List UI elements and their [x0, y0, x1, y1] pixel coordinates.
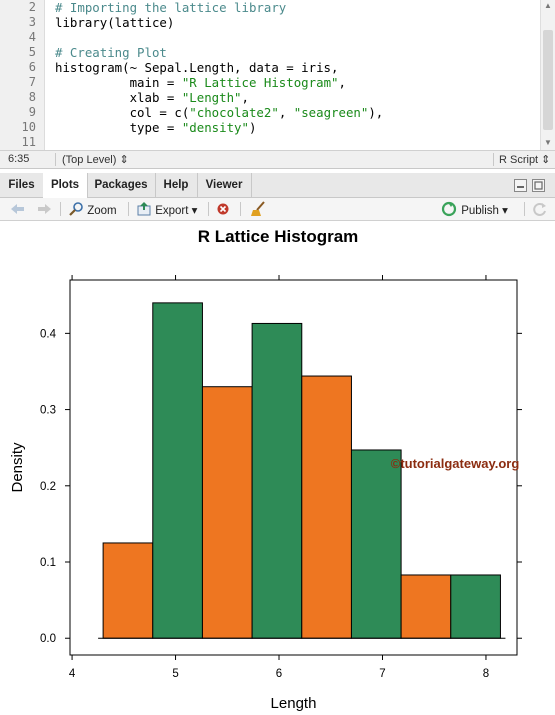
line-number-gutter: 2 3 4 5 6 7 8 9 10 11 [0, 0, 45, 150]
code-string: "R Lattice Histogram" [181, 75, 339, 90]
code-editor[interactable]: 2 3 4 5 6 7 8 9 10 11 # Importing the lattice lib… [0, 0, 555, 150]
cursor-position: 6:35 [8, 153, 30, 165]
tab-plots[interactable]: Plots [43, 173, 88, 198]
scrollbar-thumb[interactable] [543, 30, 553, 130]
line-number: 4 [28, 30, 36, 44]
editor-scrollbar[interactable]: ▲ ▼ [540, 0, 555, 150]
refresh-icon[interactable] [532, 201, 548, 217]
code-token: , [338, 75, 346, 90]
line-number: 9 [28, 105, 36, 119]
code-token: col = c( [55, 105, 190, 120]
y-tick-label: 0.1 [40, 557, 56, 569]
maximize-pane-icon[interactable] [532, 179, 545, 192]
code-line[interactable]: # Creating Plot [55, 45, 167, 60]
line-number: 11 [21, 135, 36, 149]
zoom-icon [69, 202, 83, 216]
code-line[interactable]: type = "density") [55, 120, 257, 135]
scope-selector[interactable]: (Top Level) ⇕ [62, 154, 129, 166]
back-arrow-icon[interactable] [8, 201, 26, 217]
plots-toolbar: Zoom Export ▾ Publish ▾ [0, 198, 555, 221]
code-token: ) [248, 120, 257, 135]
code-string: "seagreen" [293, 105, 369, 120]
code-token: histogram(~ Sepal.Length, data = iris, [55, 60, 339, 75]
x-tick-label: 5 [172, 668, 178, 680]
y-axis-label: Density [9, 442, 26, 493]
tab-files[interactable]: Files [0, 173, 44, 197]
histogram-bar [201, 386, 253, 639]
x-tick-label: 7 [379, 668, 385, 680]
editor-status-bar: 6:35 (Top Level) ⇕ R Script ⇕ [0, 150, 555, 169]
plot-viewer: R Lattice Histogram 0.0 0.1 0.2 0.3 0.4 4 5 6 7 8 L… [0, 221, 555, 712]
publish-button[interactable]: Publish ▾ [440, 201, 508, 217]
chart-title: R Lattice Histogram [198, 227, 359, 246]
code-line[interactable]: main = "R Lattice Histogram", [55, 75, 346, 90]
code-token: , [278, 105, 294, 120]
x-tick-label: 6 [276, 668, 282, 680]
tab-viewer[interactable]: Viewer [197, 173, 252, 197]
line-number: 5 [28, 45, 36, 59]
scroll-down-icon[interactable]: ▼ [544, 138, 552, 147]
export-label: Export ▾ [155, 205, 198, 217]
code-line[interactable]: col = c("chocolate2", "seagreen"), [55, 105, 384, 120]
line-number: 8 [28, 90, 36, 104]
histogram-bar [450, 574, 501, 639]
export-button[interactable]: Export ▾ [136, 201, 197, 217]
publish-label: Publish ▾ [461, 205, 508, 217]
code-line[interactable]: histogram(~ Sepal.Length, data = iris, [55, 60, 338, 75]
y-tick-label: 0.0 [40, 633, 56, 645]
histogram-bar [152, 302, 203, 639]
histogram-bar [350, 449, 402, 639]
code-string: "Length" [181, 90, 242, 105]
code-token: library(lattice) [55, 15, 175, 30]
code-string: "chocolate2" [189, 105, 279, 120]
zoom-button[interactable]: Zoom [68, 201, 117, 217]
clear-all-plots-button[interactable] [250, 201, 268, 217]
code-token: ), [368, 105, 384, 120]
broom-icon [251, 201, 265, 216]
y-tick-label: 0.2 [40, 481, 56, 493]
watermark: ©tutorialgateway.org [391, 456, 520, 471]
code-line[interactable]: xlab = "Length", [55, 90, 249, 105]
remove-icon [217, 203, 229, 215]
code-token: type = [55, 120, 182, 135]
line-number: 2 [28, 0, 36, 14]
remove-plot-button[interactable] [216, 201, 230, 217]
y-tick-label: 0.4 [40, 328, 57, 340]
code-line[interactable]: library(lattice) [55, 15, 174, 30]
line-number: 10 [21, 120, 36, 134]
code-comment: # Creating Plot [55, 45, 167, 60]
x-tick-label: 8 [483, 668, 489, 680]
histogram-bar [102, 542, 154, 639]
tab-help[interactable]: Help [155, 173, 198, 197]
code-line[interactable]: # Importing the lattice library [55, 0, 286, 15]
zoom-label: Zoom [87, 205, 117, 217]
export-icon [137, 202, 151, 216]
scroll-up-icon[interactable]: ▲ [544, 1, 552, 10]
publish-icon [441, 201, 457, 217]
code-comment: # Importing the lattice library [55, 0, 287, 15]
code-token: , [241, 90, 249, 105]
code-token: xlab = [55, 90, 182, 105]
pane-tabs: Files Plots Packages Help Viewer [0, 173, 555, 198]
x-axis-label: Length [271, 695, 317, 712]
histogram-bar [301, 375, 352, 639]
code-token: main = [55, 75, 182, 90]
line-number: 3 [28, 15, 36, 29]
x-tick-label: 4 [69, 668, 76, 680]
y-tick-label: 0.3 [40, 405, 56, 417]
plot-panel [69, 279, 518, 656]
code-string: "density" [181, 120, 249, 135]
forward-arrow-icon[interactable] [36, 201, 54, 217]
histogram-bar [400, 574, 452, 639]
line-number: 6 [28, 60, 36, 74]
histogram-bar [251, 322, 303, 639]
file-type-selector[interactable]: R Script ⇕ [499, 154, 551, 166]
minimize-pane-icon[interactable] [514, 179, 527, 192]
line-number: 7 [28, 75, 36, 89]
histogram-chart: R Lattice Histogram 0.0 0.1 0.2 0.3 0.4 4 5 6 7 8 L… [9, 227, 522, 712]
tab-packages[interactable]: Packages [87, 173, 156, 197]
